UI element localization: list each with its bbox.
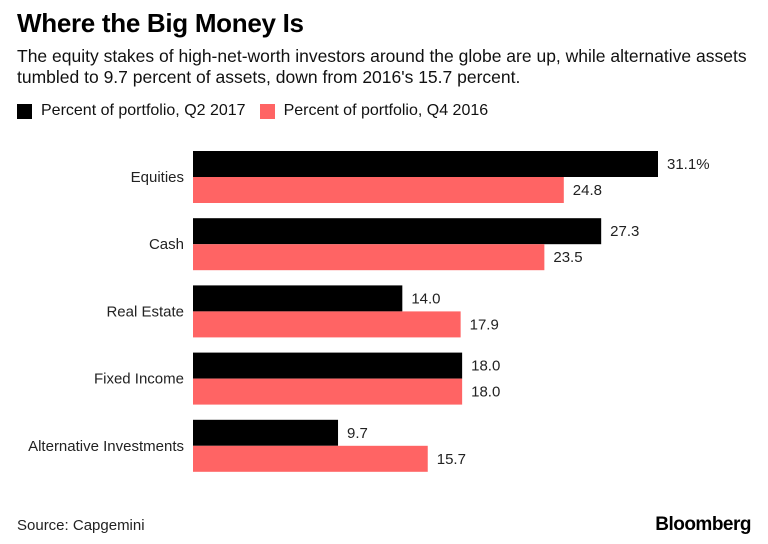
bar-alternative-investments-q4-2016 — [193, 445, 428, 472]
value-label-alternative-investments-q2-2017: 9.7 — [347, 425, 368, 442]
legend-label-q2-2017: Percent of portfolio, Q2 2017 — [41, 102, 246, 119]
legend-label-q4-2016: Percent of portfolio, Q4 2016 — [283, 102, 489, 119]
bar-cash-q2-2017 — [193, 218, 602, 245]
source-note: Source: Capgemini — [17, 517, 145, 534]
bar-equities-q4-2016 — [193, 177, 564, 203]
bar-equities-q2-2017 — [193, 151, 658, 177]
category-label-fixed-income: Fixed Income — [94, 371, 184, 388]
category-label-equities: Equities — [131, 169, 184, 186]
category-label-alternative-investments: Alternative Investments — [28, 438, 184, 455]
legend-swatch-q4-2016 — [259, 103, 275, 119]
value-label-cash-q4-2016: 23.5 — [553, 249, 582, 266]
chart-title: Where the Big Money Is — [17, 8, 304, 38]
value-label-alternative-investments-q4-2016: 15.7 — [437, 451, 466, 468]
bar-real-estate-q4-2016 — [193, 311, 461, 338]
chart-subtitle: The equity stakes of high-net-worth inve… — [17, 46, 747, 87]
bar-real-estate-q2-2017 — [193, 285, 403, 312]
legend-item-q2-2017: Percent of portfolio, Q2 2017 — [17, 102, 246, 120]
value-label-equities-q2-2017: 31.1% — [667, 156, 710, 173]
value-label-real-estate-q4-2016: 17.9 — [470, 316, 499, 333]
legend-item-q4-2016: Percent of portfolio, Q4 2016 — [259, 102, 489, 120]
value-label-fixed-income-q2-2017: 18.0 — [471, 358, 500, 375]
value-label-fixed-income-q4-2016: 18.0 — [471, 384, 500, 401]
bar-fixed-income-q4-2016 — [193, 378, 463, 405]
bar-alternative-investments-q2-2017 — [193, 419, 339, 446]
category-label-real-estate: Real Estate — [106, 303, 184, 320]
category-label-cash: Cash — [149, 236, 184, 253]
bloomberg-logo: Bloomberg — [655, 514, 751, 535]
value-label-equities-q4-2016: 24.8 — [573, 182, 602, 199]
bar-cash-q4-2016 — [193, 244, 545, 271]
legend: Percent of portfolio, Q2 2017 Percent of… — [17, 102, 502, 120]
bar-fixed-income-q2-2017 — [193, 352, 463, 379]
value-label-cash-q2-2017: 27.3 — [610, 223, 639, 240]
value-label-real-estate-q2-2017: 14.0 — [411, 290, 440, 307]
legend-swatch-q2-2017 — [17, 103, 32, 119]
